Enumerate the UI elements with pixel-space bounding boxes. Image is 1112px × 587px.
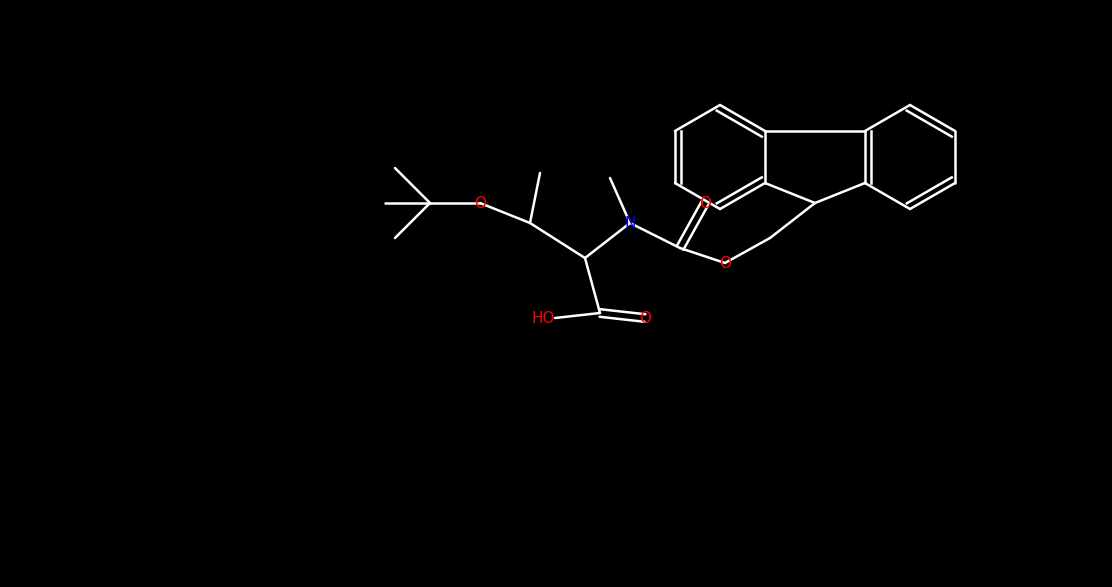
Text: O: O: [699, 195, 711, 211]
Text: O: O: [474, 195, 486, 211]
Text: O: O: [719, 255, 731, 271]
Text: HO: HO: [532, 311, 555, 326]
Text: N: N: [624, 215, 636, 231]
Text: O: O: [639, 311, 651, 326]
